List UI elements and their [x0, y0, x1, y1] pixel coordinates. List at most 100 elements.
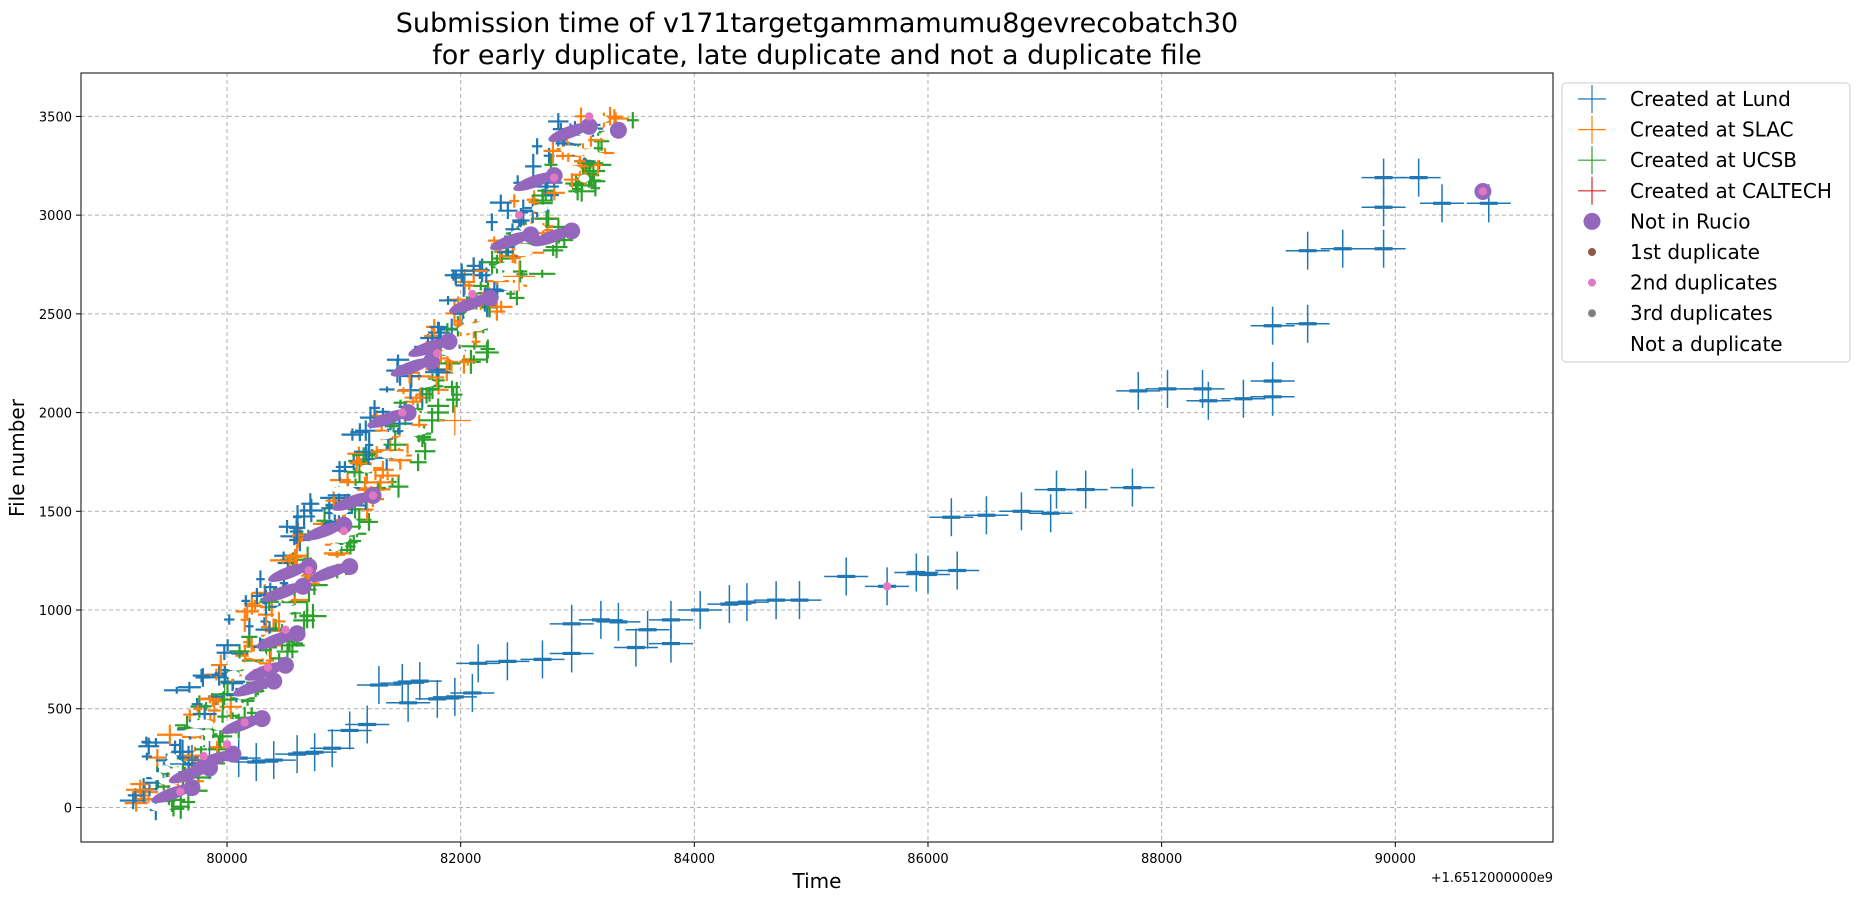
not-a-duplicate-point — [202, 729, 213, 738]
not-a-duplicate-point — [455, 336, 467, 345]
y-tick-label: 3500 — [39, 110, 72, 125]
not-a-duplicate-point — [248, 651, 267, 660]
early-lund-point — [525, 153, 542, 179]
y-tick-label: 2500 — [39, 308, 72, 323]
early-ucsb-point — [299, 603, 327, 629]
early-lund-point — [392, 428, 404, 435]
second-duplicate-point — [468, 289, 477, 299]
not-a-duplicate-point — [360, 464, 374, 473]
not-a-duplicate-point — [149, 803, 172, 812]
legend-dot-marker — [1588, 278, 1596, 287]
not-a-duplicate-point — [489, 273, 509, 282]
legend-entry: Not in Rucio — [1583, 209, 1750, 233]
slac-outlier-point — [503, 261, 536, 292]
early-slac-point — [396, 387, 411, 395]
not-a-duplicate-point — [579, 174, 590, 183]
x-tick-label: 86000 — [907, 852, 948, 867]
early-slac-point — [509, 194, 520, 208]
not-a-duplicate-point — [599, 131, 611, 140]
early-lund-point — [365, 432, 374, 458]
y-tick-label: 1500 — [39, 505, 72, 520]
early-ucsb-point — [200, 702, 212, 711]
legend-label: 1st duplicate — [1630, 240, 1760, 264]
second-duplicate-point — [433, 349, 442, 358]
early-lund-point — [138, 737, 160, 755]
early-slac-point — [360, 498, 374, 521]
early-ucsb-point — [359, 513, 379, 531]
not-a-duplicate-point — [457, 325, 476, 334]
legend-entry: 3rd duplicates — [1588, 301, 1773, 325]
not-a-duplicate-point — [582, 148, 599, 157]
early-lund-point — [450, 263, 473, 278]
second-duplicate-point — [882, 582, 892, 591]
early-ucsb-point — [626, 112, 639, 129]
legend-dot-marker — [1588, 248, 1596, 256]
early-slac-point — [272, 611, 286, 632]
early-lund-point — [208, 665, 230, 689]
early-ucsb-point — [482, 250, 502, 274]
early-slac-point — [488, 302, 506, 321]
x-axis-offset-label: +1.6512000000e9 — [1431, 871, 1553, 886]
not-a-duplicate-point — [462, 317, 474, 326]
not-a-duplicate-point — [524, 255, 537, 264]
early-ucsb-point — [181, 793, 196, 811]
early-ucsb-point — [388, 475, 409, 498]
not-a-duplicate-point — [212, 722, 227, 731]
early-lund-point — [301, 493, 320, 515]
legend-box — [1561, 82, 1851, 363]
not-in-rucio-cluster — [332, 492, 374, 511]
not-a-duplicate-point — [560, 145, 581, 154]
x-tick-label: 80000 — [206, 852, 247, 867]
legend-label: Created at Lund — [1630, 87, 1791, 111]
legend-dot-marker — [1588, 309, 1596, 318]
legend-label: 2nd duplicates — [1630, 271, 1777, 295]
early-ucsb-point — [227, 712, 238, 720]
not-in-rucio-cluster — [192, 750, 234, 770]
legend-entry: 2nd duplicates — [1588, 271, 1777, 295]
second-duplicate-point — [240, 718, 249, 727]
not-a-duplicate-point — [165, 758, 183, 767]
early-lund-point — [498, 202, 518, 220]
not-a-duplicate-point — [194, 719, 214, 728]
second-duplicate-point — [263, 663, 273, 672]
second-duplicate-point — [1478, 187, 1488, 196]
not-in-rucio-cluster — [449, 294, 491, 314]
not-in-rucio-cluster — [308, 563, 351, 582]
y-tick-label: 1000 — [39, 604, 72, 619]
early-lund-point — [429, 321, 447, 333]
early-lund-point — [241, 595, 251, 607]
early-lund-point — [350, 423, 370, 442]
y-tick-label: 3000 — [39, 209, 72, 224]
early-slac-point — [208, 741, 226, 754]
early-slac-point — [404, 398, 422, 405]
early-slac-point — [130, 779, 151, 789]
not-a-duplicate-point — [500, 282, 524, 291]
y-tick-label: 500 — [47, 703, 72, 718]
legend-entry: 1st duplicate — [1588, 240, 1760, 264]
early-lund-point — [332, 461, 348, 481]
not-in-rucio-cluster — [513, 172, 555, 192]
early-lund-point — [251, 587, 263, 605]
x-tick-label: 84000 — [674, 852, 715, 867]
plot-frame — [80, 72, 1554, 843]
not-a-duplicate-point — [240, 661, 260, 670]
second-duplicate-point — [222, 740, 232, 749]
early-lund-point — [260, 617, 269, 626]
not-a-duplicate-point — [404, 427, 428, 436]
early-slac-point — [375, 471, 401, 481]
not-a-duplicate-point — [371, 459, 383, 468]
legend-label: Created at UCSB — [1630, 148, 1797, 172]
not-a-duplicate-point — [275, 605, 298, 614]
early-ucsb-point — [480, 339, 496, 359]
early-lund-point — [164, 686, 190, 694]
legend-entry: Created at SLAC — [1578, 115, 1794, 144]
second-duplicate-point — [281, 625, 290, 634]
not-in-rucio-cluster — [303, 521, 345, 541]
not-a-duplicate-point — [159, 765, 170, 774]
legend-label: Created at CALTECH — [1630, 179, 1832, 203]
legend-entry: Created at CALTECH — [1578, 176, 1832, 205]
not-a-duplicate-point — [226, 670, 240, 679]
not-in-rucio-cluster — [390, 357, 433, 377]
x-tick-label: 90000 — [1375, 852, 1416, 867]
not-a-duplicate-point — [396, 435, 418, 444]
